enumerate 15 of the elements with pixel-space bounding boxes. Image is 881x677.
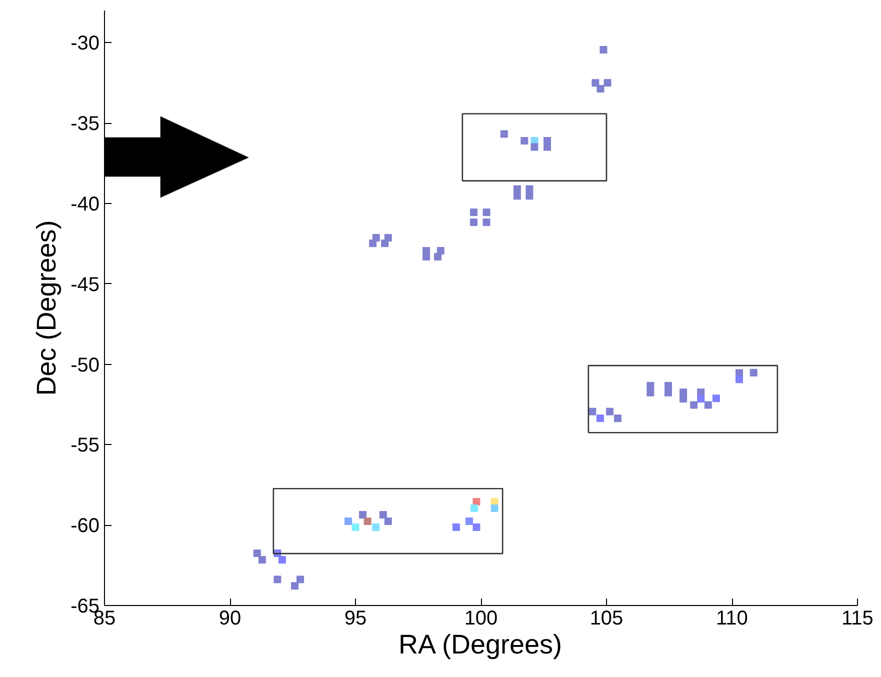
- x-tick-label: 115: [842, 608, 874, 630]
- x-axis-title: RA (Degrees): [398, 630, 562, 660]
- y-tick-label: -40: [70, 193, 100, 216]
- y-tick-label: -55: [70, 434, 100, 457]
- y-tick-label: -60: [70, 515, 100, 538]
- y-tick-label: -35: [70, 113, 100, 136]
- x-tick-label: 105: [590, 608, 624, 630]
- y-tick-label: -30: [70, 32, 100, 55]
- x-tick-label: 110: [716, 608, 748, 630]
- x-tick-label: 95: [344, 608, 367, 630]
- x-tick-label: 100: [464, 608, 498, 630]
- y-tick-label: -45: [70, 274, 100, 296]
- x-tick-label: 90: [218, 608, 242, 630]
- y-tick-label: -50: [70, 354, 100, 376]
- y-axis-title: Dec (Degrees): [32, 220, 62, 396]
